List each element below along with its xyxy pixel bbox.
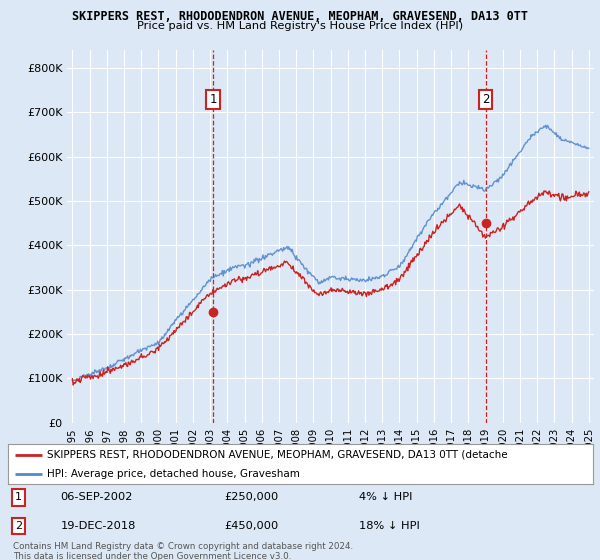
Text: 1: 1 [15, 492, 22, 502]
Text: £250,000: £250,000 [224, 492, 278, 502]
Text: 1: 1 [209, 92, 217, 106]
Text: SKIPPERS REST, RHODODENDRON AVENUE, MEOPHAM, GRAVESEND, DA13 0TT: SKIPPERS REST, RHODODENDRON AVENUE, MEOP… [72, 10, 528, 23]
Text: SKIPPERS REST, RHODODENDRON AVENUE, MEOPHAM, GRAVESEND, DA13 0TT (detache: SKIPPERS REST, RHODODENDRON AVENUE, MEOP… [47, 450, 508, 460]
Text: £450,000: £450,000 [224, 521, 278, 531]
Text: 2: 2 [15, 521, 22, 531]
Text: Price paid vs. HM Land Registry's House Price Index (HPI): Price paid vs. HM Land Registry's House … [137, 21, 463, 31]
Text: 19-DEC-2018: 19-DEC-2018 [61, 521, 136, 531]
Text: 2: 2 [482, 92, 489, 106]
Text: 06-SEP-2002: 06-SEP-2002 [61, 492, 133, 502]
Text: Contains HM Land Registry data © Crown copyright and database right 2024.
This d: Contains HM Land Registry data © Crown c… [13, 542, 353, 560]
Text: 18% ↓ HPI: 18% ↓ HPI [359, 521, 419, 531]
Text: HPI: Average price, detached house, Gravesham: HPI: Average price, detached house, Grav… [47, 469, 300, 478]
Text: 4% ↓ HPI: 4% ↓ HPI [359, 492, 412, 502]
